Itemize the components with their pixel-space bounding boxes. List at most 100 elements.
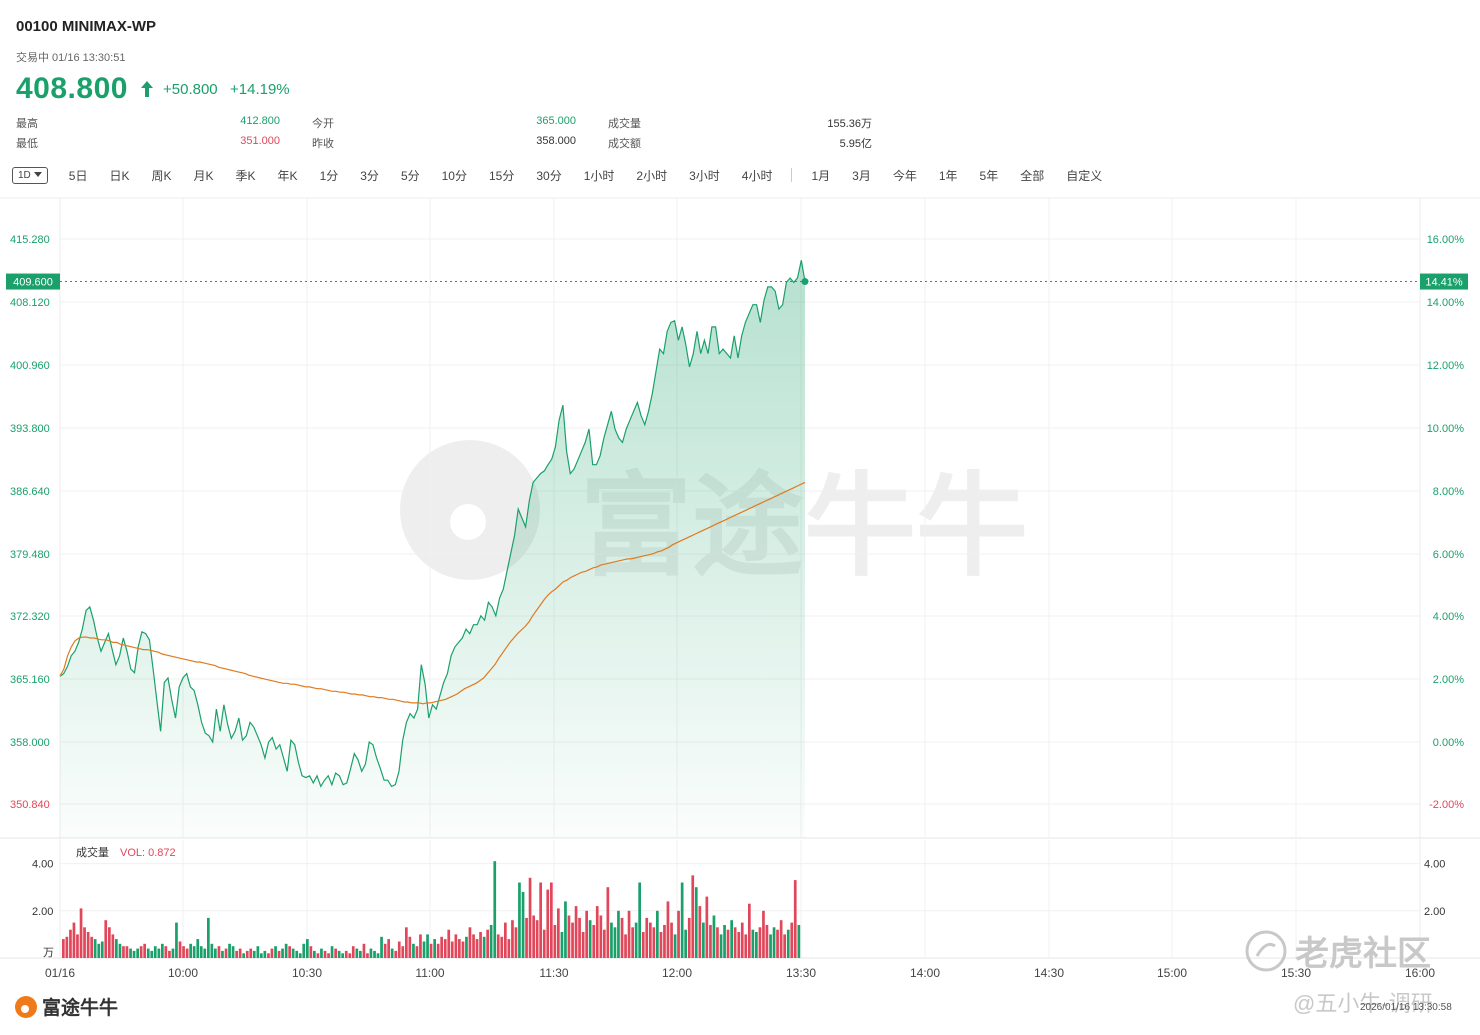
volume-bar xyxy=(337,950,341,958)
volume-bar xyxy=(298,953,302,958)
volume-bar xyxy=(709,925,712,958)
volume-bar xyxy=(496,934,500,958)
volume-bar xyxy=(136,948,139,958)
tiger-logo-icon xyxy=(1245,930,1287,971)
volume-bar xyxy=(263,950,267,958)
tab-period-1[interactable]: 日K xyxy=(109,168,130,183)
volume-bar xyxy=(139,946,143,958)
volume-bar xyxy=(313,950,316,958)
tab-period-6[interactable]: 1分 xyxy=(319,168,339,183)
up-arrow-icon xyxy=(141,81,153,97)
volume-bar xyxy=(369,948,373,958)
tab-period-10[interactable]: 15分 xyxy=(488,168,515,183)
tab-range-5[interactable]: 全部 xyxy=(1020,168,1045,183)
volume-bar xyxy=(366,953,369,958)
tab-period-11[interactable]: 30分 xyxy=(536,168,562,183)
volume-bar xyxy=(461,941,465,958)
volume-bar xyxy=(790,922,794,958)
tab-range-6[interactable]: 自定义 xyxy=(1066,168,1103,183)
price-change-pct: +14.19% xyxy=(230,81,290,98)
x-tick-label: 16:00 xyxy=(1405,966,1435,980)
tab-period-8[interactable]: 5分 xyxy=(400,168,420,183)
volume-bar xyxy=(733,927,737,958)
y-tick-label-right: 12.00% xyxy=(1427,360,1465,372)
volume-bar xyxy=(793,880,797,958)
tab-period-15[interactable]: 4小时 xyxy=(741,168,773,183)
volume-bar xyxy=(705,896,709,958)
tab-period-2[interactable]: 周K xyxy=(151,168,172,183)
volume-bar xyxy=(740,922,744,958)
volume-bar xyxy=(394,950,398,958)
tab-period-5[interactable]: 年K xyxy=(277,168,298,183)
tab-period-13[interactable]: 2小时 xyxy=(636,168,668,183)
volume-bar xyxy=(652,927,656,958)
tab-range-4[interactable]: 5年 xyxy=(979,168,999,183)
tab-range-2[interactable]: 今年 xyxy=(892,168,917,183)
volume-bar xyxy=(486,929,489,958)
volume-bar xyxy=(772,927,776,958)
volume-bar xyxy=(702,922,705,958)
period-selector[interactable]: 1D xyxy=(12,166,48,184)
y-tick-label-left: 365.160 xyxy=(10,674,50,686)
trading-status: 交易中 01/16 13:30:51 xyxy=(16,52,126,64)
tab-range-1[interactable]: 3月 xyxy=(852,168,871,183)
volume-bar xyxy=(178,941,182,958)
volume-bar xyxy=(663,925,666,958)
tab-period-7[interactable]: 3分 xyxy=(360,168,379,183)
volume-bar xyxy=(380,936,383,958)
volume-bar xyxy=(79,908,83,958)
volume-bar xyxy=(521,891,525,958)
volume-bar xyxy=(359,950,362,958)
y-tick-label-right: 14.00% xyxy=(1427,297,1465,309)
volume-bar xyxy=(69,929,72,958)
volume-bar xyxy=(210,943,214,958)
tab-range-0[interactable]: 1月 xyxy=(811,168,831,183)
volume-bar xyxy=(507,939,511,958)
volume-bar xyxy=(479,932,482,958)
volume-bar xyxy=(440,936,443,958)
tab-period-12[interactable]: 1小时 xyxy=(583,168,615,183)
tab-period-9[interactable]: 10分 xyxy=(441,168,467,183)
volume-bar xyxy=(217,946,221,958)
volume-title: 成交量 xyxy=(76,845,109,859)
volume-bar xyxy=(627,910,631,958)
volume-bar xyxy=(235,950,238,958)
volume-bar xyxy=(504,922,507,958)
futu-logo-icon xyxy=(15,995,37,1018)
y-tick-label-right: 6.00% xyxy=(1433,549,1464,561)
avg-price-line xyxy=(59,481,806,705)
volume-bar xyxy=(203,948,207,958)
tab-period-14[interactable]: 3小时 xyxy=(689,168,720,183)
current-price-tag xyxy=(6,273,60,290)
x-tick-label: 14:00 xyxy=(910,966,940,980)
snapshot-timestamp: 2026/01/16 13:30:58 xyxy=(1360,1002,1452,1013)
volume-bar xyxy=(351,946,355,958)
volume-bar xyxy=(567,915,571,958)
volume-bar xyxy=(150,950,154,958)
turnover-label: 成交额 xyxy=(608,138,641,150)
volume-bar xyxy=(115,939,118,958)
volume-bar xyxy=(383,943,387,958)
volume-bar xyxy=(295,950,299,958)
price-change: +50.800 xyxy=(163,81,218,98)
open-value: 365.000 xyxy=(536,115,576,127)
volume-bar xyxy=(256,946,260,958)
tab-range-3[interactable]: 1年 xyxy=(938,168,958,183)
tab-period-3[interactable]: 月K xyxy=(193,168,214,183)
tab-period-4[interactable]: 季K xyxy=(235,168,256,183)
volume-bar xyxy=(454,934,458,958)
volume-bar xyxy=(122,946,125,958)
volume-bar xyxy=(245,950,249,958)
tab-divider xyxy=(791,168,793,182)
volume-tick-left: 4.00 xyxy=(32,859,53,871)
low-value: 351.000 xyxy=(240,135,280,147)
chevron-down-icon xyxy=(33,172,42,177)
volume-bar xyxy=(161,943,164,958)
volume-bar xyxy=(376,953,380,958)
volume-bar xyxy=(670,922,673,958)
tab-period-0[interactable]: 5日 xyxy=(68,168,88,183)
volume-bar xyxy=(408,936,412,958)
volume-bar xyxy=(228,943,231,958)
volume-bar xyxy=(171,948,175,958)
